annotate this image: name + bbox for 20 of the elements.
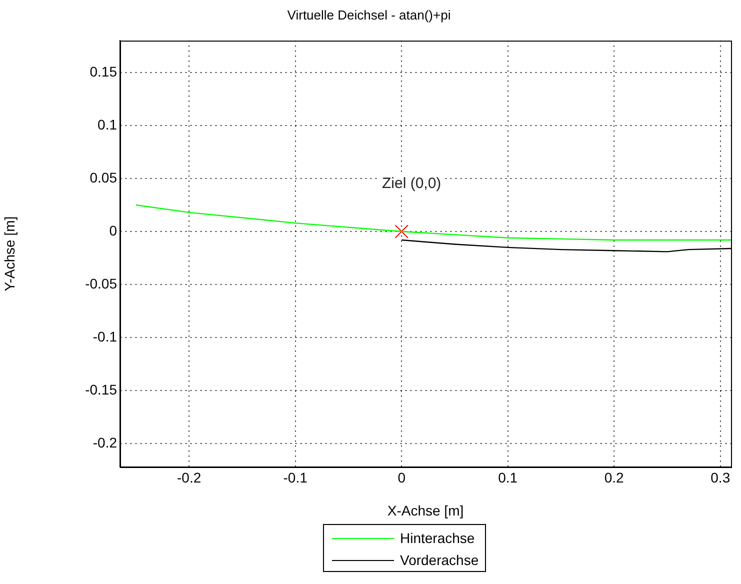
x-tick-label: 0.2	[604, 469, 624, 486]
x-tick-label: 0.1	[498, 469, 518, 486]
x-tick-label: -0.1	[283, 469, 308, 486]
annotation: Ziel (0,0)	[382, 175, 442, 192]
chart-title: Virtuelle Deichsel - atan()+pi	[287, 7, 451, 22]
y-tick-label: 0.05	[90, 169, 118, 186]
y-tick-label: 0.15	[90, 63, 118, 80]
x-tick-label: 0.3	[710, 469, 730, 486]
y-tick-label: -0.15	[85, 381, 118, 398]
legend-label: Hinterachse	[399, 529, 476, 548]
y-tick-label: 0.1	[98, 116, 118, 132]
x-axis-title: X-Achse [m]	[387, 502, 464, 518]
x-tick-label: 0	[398, 469, 406, 486]
y-tick-label: -0.05	[85, 275, 118, 292]
y-axis-title: Y-Achse [m]	[1, 216, 18, 292]
y-tick-label: -0.1	[92, 328, 118, 344]
y-tick-label: 0	[109, 222, 118, 238]
legend-label: Vorderachse	[399, 551, 479, 570]
x-tick-label: -0.2	[177, 469, 202, 486]
y-tick-label: -0.2	[92, 434, 118, 451]
